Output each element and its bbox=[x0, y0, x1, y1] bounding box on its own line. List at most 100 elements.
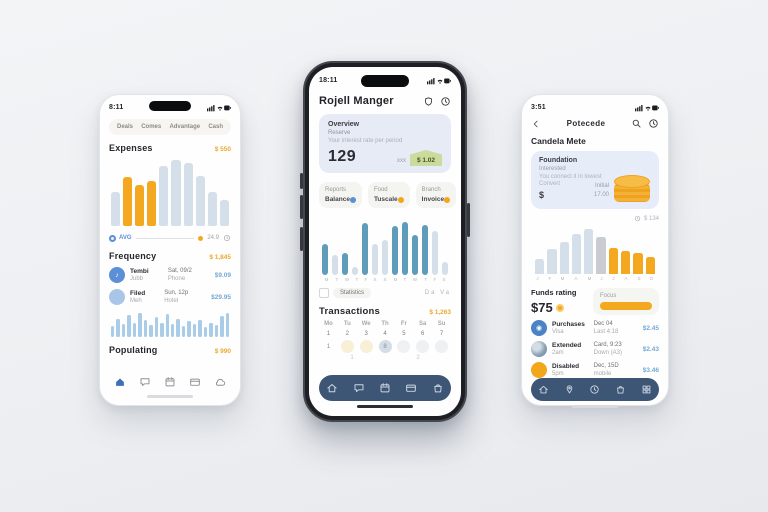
statistics-options[interactable]: Da Va bbox=[424, 290, 451, 296]
populating-section-header: Populating $ 990 bbox=[109, 345, 231, 355]
list-item[interactable]: ♪ Tembi Jubb Sat, 09/2 Phone $9.09 bbox=[109, 267, 231, 283]
focus-card[interactable]: Focus bbox=[593, 288, 659, 315]
clock-icon[interactable] bbox=[648, 118, 659, 129]
list-item[interactable]: Disabled 5pm Dec, 15D mobile $3.46 bbox=[531, 362, 659, 378]
calendar-day[interactable]: 7 bbox=[439, 331, 444, 337]
calendar-circle[interactable]: 1 bbox=[326, 343, 331, 350]
list-item-date: Sun, 12p bbox=[164, 290, 189, 297]
calendar-day[interactable]: 3 bbox=[364, 331, 368, 337]
category-card-label: Tuscale bbox=[373, 196, 398, 203]
nav-calendar-icon[interactable] bbox=[379, 382, 391, 394]
nav-clock-icon[interactable] bbox=[589, 384, 600, 395]
calendar-circle[interactable] bbox=[416, 340, 430, 353]
coin-illustration bbox=[614, 175, 650, 202]
nav-chat-icon[interactable] bbox=[139, 376, 151, 388]
nav-calendar-icon[interactable] bbox=[164, 376, 176, 388]
avg-slider[interactable]: AVG 24.9 bbox=[109, 233, 231, 243]
home-indicator bbox=[572, 405, 618, 408]
nav-chat-icon[interactable] bbox=[353, 382, 365, 394]
chart-bar bbox=[402, 221, 408, 275]
list-item[interactable]: ◉ Purchases Visa Dec 04 Last 4:18 $2.45 bbox=[531, 320, 659, 336]
chart-note-row: $ 134 bbox=[531, 215, 659, 222]
tab-advantage[interactable]: Advantage bbox=[169, 124, 201, 130]
x-tick-label: S bbox=[373, 277, 377, 283]
tab-deals[interactable]: Deals bbox=[117, 124, 134, 130]
avatar: ◉ bbox=[531, 320, 547, 336]
calendar-day[interactable]: 1 bbox=[326, 331, 331, 337]
nav-card-icon[interactable] bbox=[405, 382, 417, 394]
search-icon[interactable] bbox=[631, 118, 642, 129]
tab-comes[interactable]: Comes bbox=[141, 124, 162, 130]
overview-card[interactable]: Overview Reserve Your interest rate per … bbox=[319, 114, 451, 173]
x-tick-label: J bbox=[600, 276, 603, 282]
list-item-method: Last 4:18 bbox=[593, 328, 619, 335]
mini-chart-bar bbox=[160, 322, 164, 337]
chart-bar bbox=[633, 253, 643, 274]
calendar-cell[interactable] bbox=[413, 339, 432, 353]
chart-bar bbox=[352, 267, 358, 275]
calendar-cell[interactable] bbox=[357, 339, 376, 353]
category-card-branch[interactable]: Branch Invoice bbox=[415, 182, 457, 208]
nav-grid-icon[interactable] bbox=[641, 384, 652, 395]
calendar-cell[interactable] bbox=[338, 339, 357, 353]
bottom-nav bbox=[109, 373, 231, 391]
nav-bag-icon[interactable] bbox=[615, 384, 626, 395]
shield-icon[interactable] bbox=[423, 96, 434, 107]
calendar-cell[interactable] bbox=[432, 339, 451, 353]
calendar-cell[interactable]: 8 bbox=[376, 339, 395, 353]
calendar-day[interactable]: 4 bbox=[383, 331, 387, 337]
frequency-section-header: Frequency $ 1,845 bbox=[109, 251, 231, 261]
list-item-method: mobile bbox=[593, 370, 612, 377]
status-bar: 3:51 bbox=[531, 102, 659, 113]
nav-home-icon[interactable] bbox=[326, 382, 338, 394]
calendar-circle[interactable] bbox=[359, 340, 373, 353]
chart-bar bbox=[342, 252, 348, 275]
calendar-circle[interactable] bbox=[397, 340, 411, 353]
calendar-circle[interactable] bbox=[340, 340, 354, 353]
list-item[interactable]: Filed Meh Sun, 12p Hotel $29.95 bbox=[109, 289, 231, 305]
category-card-reports[interactable]: Reports Balance bbox=[319, 182, 362, 208]
calendar-day[interactable]: 5 bbox=[402, 331, 406, 337]
growth-badge: $ 1.02 bbox=[410, 150, 442, 166]
app-title: Rojell Manger bbox=[319, 95, 394, 107]
category-card-food[interactable]: Food Tuscale bbox=[367, 182, 410, 208]
statistics-checkbox[interactable] bbox=[319, 288, 329, 298]
calendar-day[interactable]: 2 bbox=[345, 331, 349, 337]
populating-value: $ 990 bbox=[214, 348, 231, 355]
calendar-day[interactable]: 6 bbox=[421, 331, 425, 337]
clock-icon[interactable] bbox=[440, 96, 451, 107]
status-icons bbox=[635, 104, 659, 112]
list-item-text: Disabled 5pm bbox=[552, 363, 594, 378]
calendar-circle[interactable] bbox=[435, 340, 449, 353]
tab-cash[interactable]: Cash bbox=[208, 124, 223, 130]
power-button bbox=[467, 203, 470, 237]
slider-track[interactable] bbox=[135, 237, 195, 239]
category-card-top: Branch bbox=[421, 187, 441, 193]
calendar-cell[interactable] bbox=[394, 339, 413, 353]
nav-cloud-icon[interactable] bbox=[214, 376, 226, 388]
mute-switch bbox=[300, 227, 303, 251]
calendar-cell[interactable]: 1 bbox=[319, 339, 338, 353]
category-cards: Reports Balance Food Tuscale Branch Invoice bbox=[319, 182, 457, 208]
status-time: 18:11 bbox=[319, 77, 338, 84]
nav-card-icon[interactable] bbox=[189, 376, 201, 388]
back-button[interactable] bbox=[531, 119, 541, 129]
foundation-card[interactable]: Foundation Interested You connect it in … bbox=[531, 151, 659, 209]
calendar-circle[interactable]: 8 bbox=[378, 340, 392, 353]
list-item[interactable]: Extended 2am Card, 9:23 Down (A3) $2.43 bbox=[531, 341, 659, 357]
nav-pin-icon[interactable] bbox=[564, 384, 575, 395]
list-item-name: Disabled bbox=[552, 362, 580, 370]
slider-handle[interactable] bbox=[198, 235, 204, 241]
chart-bar bbox=[123, 177, 133, 226]
nav-home-icon[interactable] bbox=[114, 376, 126, 388]
x-tick-label: S bbox=[383, 277, 387, 283]
phone-right: 3:51 Potecede Candela Mete Foundation In… bbox=[521, 94, 669, 408]
nav-bag-icon[interactable] bbox=[432, 382, 444, 394]
statistics-pill[interactable]: Statistics bbox=[333, 288, 372, 298]
x-tick-label: T bbox=[335, 277, 338, 283]
chart-bar bbox=[372, 244, 378, 275]
list-item-amount: $29.95 bbox=[211, 293, 231, 301]
nav-home-icon[interactable] bbox=[538, 384, 549, 395]
